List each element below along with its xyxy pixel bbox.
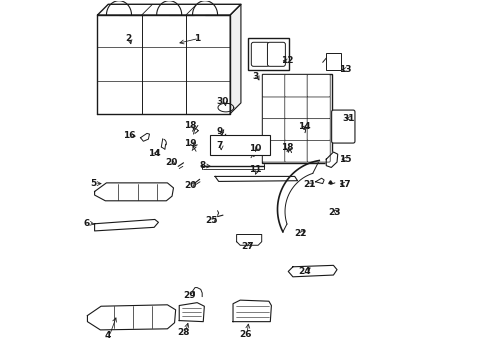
Text: 16: 16 (122, 131, 135, 140)
Text: 4: 4 (104, 332, 110, 341)
FancyBboxPatch shape (306, 118, 329, 140)
Text: 22: 22 (293, 229, 305, 238)
Polygon shape (94, 183, 173, 201)
Text: 19: 19 (183, 139, 196, 148)
Text: 11: 11 (248, 166, 261, 175)
Text: 21: 21 (302, 180, 315, 189)
Bar (261, 74, 331, 163)
Polygon shape (287, 265, 336, 277)
Polygon shape (233, 300, 271, 321)
Text: 6: 6 (83, 219, 90, 228)
Text: 14: 14 (147, 149, 160, 158)
Text: 5: 5 (90, 179, 96, 188)
Text: 31: 31 (342, 114, 354, 123)
Text: 2: 2 (124, 34, 131, 43)
FancyBboxPatch shape (284, 118, 307, 140)
FancyBboxPatch shape (262, 75, 285, 97)
Polygon shape (179, 303, 204, 321)
FancyBboxPatch shape (262, 118, 285, 140)
Text: 26: 26 (239, 330, 251, 339)
Text: 18: 18 (280, 143, 292, 152)
Text: 18: 18 (184, 121, 197, 130)
FancyBboxPatch shape (251, 42, 269, 66)
Text: 13: 13 (338, 65, 350, 74)
Text: 20: 20 (183, 181, 196, 190)
FancyBboxPatch shape (284, 140, 307, 162)
Text: 1: 1 (194, 34, 200, 43)
Bar (325, 53, 341, 69)
Text: 28: 28 (177, 328, 189, 337)
Text: 17: 17 (337, 180, 350, 189)
Text: 20: 20 (164, 158, 177, 167)
Text: 24: 24 (298, 267, 310, 276)
Polygon shape (315, 178, 324, 184)
Text: 25: 25 (205, 216, 217, 225)
FancyBboxPatch shape (267, 42, 285, 66)
Bar (210, 135, 269, 155)
Polygon shape (325, 152, 337, 167)
Text: 23: 23 (328, 208, 341, 217)
Polygon shape (97, 4, 241, 15)
Text: 3: 3 (252, 72, 258, 81)
Polygon shape (230, 4, 241, 114)
Text: 27: 27 (241, 242, 253, 251)
Polygon shape (215, 176, 297, 181)
Polygon shape (97, 15, 230, 114)
FancyBboxPatch shape (284, 75, 307, 97)
Text: 14: 14 (298, 122, 310, 131)
FancyBboxPatch shape (306, 75, 329, 97)
Bar (247, 38, 289, 69)
FancyArrow shape (328, 181, 332, 184)
Polygon shape (140, 134, 149, 141)
Text: 12: 12 (281, 57, 293, 66)
Text: 8: 8 (199, 161, 205, 170)
FancyBboxPatch shape (262, 140, 285, 162)
FancyBboxPatch shape (262, 96, 285, 119)
Text: 10: 10 (248, 144, 261, 153)
Text: 15: 15 (338, 155, 350, 164)
Text: 29: 29 (183, 291, 196, 300)
FancyBboxPatch shape (306, 96, 329, 119)
FancyBboxPatch shape (284, 96, 307, 119)
Text: 9: 9 (217, 127, 223, 136)
Polygon shape (236, 234, 261, 245)
Polygon shape (94, 220, 158, 231)
Text: 30: 30 (216, 97, 229, 106)
FancyBboxPatch shape (331, 110, 354, 143)
Polygon shape (87, 305, 175, 330)
FancyBboxPatch shape (306, 140, 329, 162)
Text: 7: 7 (216, 141, 222, 150)
